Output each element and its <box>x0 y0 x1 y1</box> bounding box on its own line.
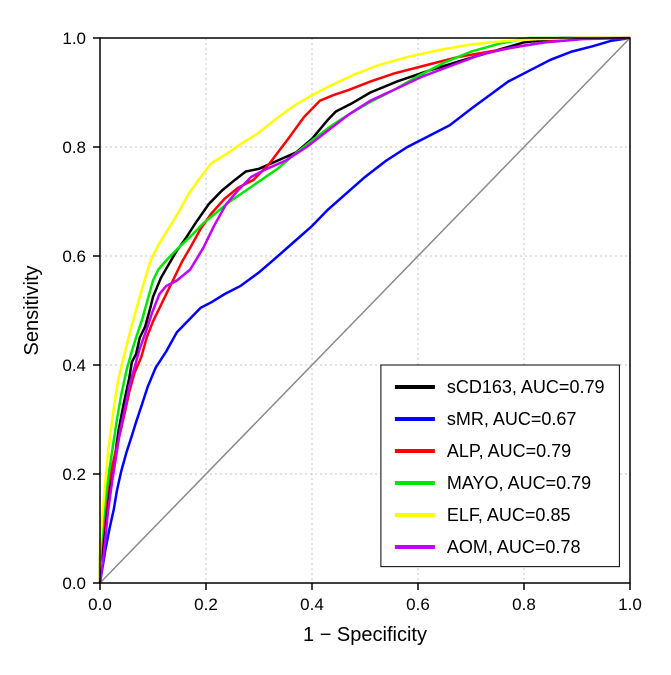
x-tick-label: 0.0 <box>88 595 112 614</box>
legend-label-AOM: AOM, AUC=0.78 <box>447 537 581 557</box>
y-tick-label: 1.0 <box>62 29 86 48</box>
x-tick-label: 1.0 <box>618 595 642 614</box>
y-axis-label: Sensitivity <box>21 265 43 355</box>
legend-label-sMR: sMR, AUC=0.67 <box>447 409 577 429</box>
x-tick-label: 0.6 <box>406 595 430 614</box>
roc-svg: 0.0 0.2 0.4 0.6 0.8 1.0 0.0 0.2 0.4 0.6 0.8 1.0 1 − … <box>0 0 671 675</box>
y-tick-label: 0.6 <box>62 247 86 266</box>
legend-label-MAYO: MAYO, AUC=0.79 <box>447 473 591 493</box>
y-tick-label: 0.4 <box>62 356 86 375</box>
roc-chart: 0.0 0.2 0.4 0.6 0.8 1.0 0.0 0.2 0.4 0.6 0.8 1.0 1 − … <box>0 0 671 675</box>
legend-label-ALP: ALP, AUC=0.79 <box>447 441 571 461</box>
x-axis-label: 1 − Specificity <box>303 624 427 646</box>
legend-label-ELF: ELF, AUC=0.85 <box>447 505 571 525</box>
legend-label-sCD163: sCD163, AUC=0.79 <box>447 377 605 397</box>
y-tick-label: 0.2 <box>62 465 86 484</box>
y-tick-label: 0.8 <box>62 138 86 157</box>
x-tick-label: 0.8 <box>512 595 536 614</box>
x-tick-label: 0.2 <box>194 595 218 614</box>
y-tick-label: 0.0 <box>62 574 86 593</box>
x-tick-label: 0.4 <box>300 595 324 614</box>
